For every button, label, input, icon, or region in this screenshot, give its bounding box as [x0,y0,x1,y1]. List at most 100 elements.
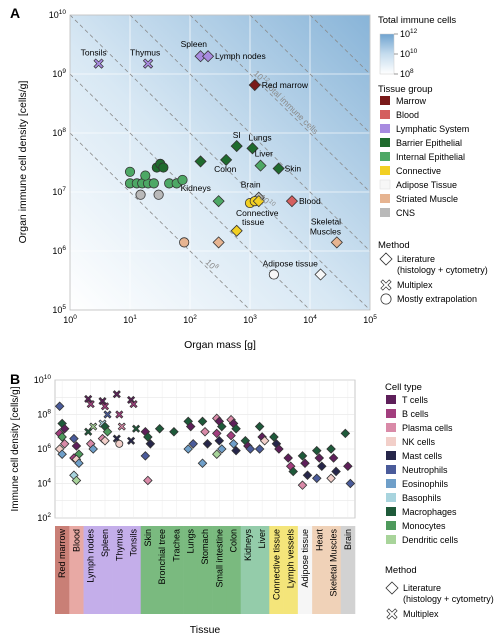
legend-marker-mostly-extrapolation [380,293,392,305]
legend-label-internal-epithelial: Internal Epithelial [396,152,465,162]
legend-swatch-internal-epithelial [380,152,390,161]
point-striated-muscle [212,236,225,249]
point-red-marrow-t-cells [59,423,70,434]
legend-swatch-plasma-cells [386,423,396,432]
tissue-label-lymph-nodes: Lymph nodes [86,529,96,583]
point-skeletal-muscles-macrophages [326,444,336,454]
x-tick-label: 103 [243,314,257,325]
point-skin [272,162,285,175]
point-label-red-marrow: Red marrow [262,80,309,90]
point-skin-neutrophils [140,451,151,461]
legend-cell-types: T cells B cells Plasma cells NK cells Mast c… [386,395,459,545]
legend-methods-a: Literature(histology + cytometry) Multipl… [379,252,488,305]
x-tick-label: 104 [303,314,317,325]
point-heart-neutrophils [312,473,322,484]
tissue-label-trachea: Trachea [171,529,181,562]
legend-swatch-macrophages [386,507,396,516]
point-lymph-nodes-eosinophils [88,444,98,454]
point-spleen-t-cells [98,397,107,406]
colorbar-tick-label: 1012 [400,28,418,39]
legend-cell-title: Cell type [385,382,422,393]
panel-a-grid [70,15,370,310]
legend-tissue-groups: Marrow Blood Lymphatic System Barrier Epith… [379,96,469,218]
point-small-intestine-b-cells [212,428,222,439]
point-lymph-nodes-b-cells [86,400,95,409]
legend-label-b-cells: B cells [402,409,429,419]
point-label-liver: Liver [255,149,274,159]
point-tonsils-b-cells [129,400,138,409]
point-label-blood: Blood [299,196,321,206]
legend-label-eosinophils: Eosinophils [402,479,449,489]
point-red-marrow-neutrophils [54,401,65,412]
point-stomach-plasma-cells [200,426,210,437]
point-blood-eosinophils [74,458,84,468]
legend-swatch-adipose-tissue [379,179,391,190]
point-label-skeletal-muscles-2: Muscles [310,226,341,236]
panel-b-grid [55,379,355,519]
legend-label-monocytes: Monocytes [402,521,446,531]
tissue-label-thymus: Thymus [114,529,124,562]
tissue-strip: Red marrow Blood Lymph nodes Spleen Thymus To… [55,526,356,614]
tissue-band-brain [340,526,356,614]
legend-swatch-eosinophils [386,479,396,488]
tissue-band-kidneys [240,526,256,614]
point-blood-t-cells [71,441,82,451]
legend-swatch-striated-muscle [380,194,390,203]
legend-methods-b: Literature(histology + cytometry) Multipl… [385,581,494,620]
point-colon-b-cells [226,430,236,441]
point-skeletal-muscles-nk-cells [326,473,336,484]
legend-label-cns: CNS [396,208,415,218]
tissue-band-skeletal-muscles [326,526,342,614]
point-red-marrow-plasma-cells [59,439,70,449]
point-lymph-vessels-t-cells [283,453,293,463]
point-label-spleen: Spleen [181,39,208,49]
legend-label-blood: Blood [396,110,419,120]
point-brain-neutrophils [345,478,356,489]
point-small-intestine-macrophages [217,421,227,432]
x-tick-label: 102 [183,314,197,325]
legend-group-title: Tissue group [378,84,433,95]
point-stomach-mast-cells [202,439,213,449]
b-y-tick-label: 102 [37,512,51,523]
point-lungs [246,142,259,155]
legend-label-mast-cells: Mast cells [402,451,443,461]
point-skeletal-muscles-t-cells [328,453,339,463]
tissue-band-thymus [112,526,127,614]
b-y-tick-label: 1010 [34,374,52,385]
point-thymus [142,58,154,69]
point-label-connective-tissue-2: tissue [242,217,264,227]
legend-swatch-marrow [380,96,390,105]
isoline-14 [309,15,370,75]
point-skin-plasma-cells [143,475,153,486]
tissue-band-connective-tissue [269,526,284,614]
legend-label-plasma-cells: Plasma cells [402,423,453,433]
point-label-connective-tissue: Connective [236,208,279,218]
tissue-band-blood [69,526,84,614]
tissue-band-skin [140,526,156,614]
panel-a-letter: A [10,5,20,21]
point-internal-epithelial [140,170,151,181]
point-thymus-b-cells [115,410,124,419]
legend-swatch-mast-cells [386,451,396,460]
tissue-band-liver [255,526,270,614]
point-small-intestine-mast-cells [214,436,225,446]
colorbar-ticks: 1012 1010 108 [394,28,418,79]
legend-marker-literature [385,581,399,595]
point-label-skin: Skin [285,164,302,174]
point-spleen-b-cells [100,402,110,411]
tissue-label-small-intestine: Small intestine [214,529,224,588]
point-internal-epithelial [148,178,159,189]
legend-swatch-dendritic-cells [386,535,396,544]
tissue-label-adipose-tissue: Adipose tissue [300,529,310,588]
point-red-marrow [248,78,261,92]
legend-method-label-multiplex: Multiplex [403,609,439,619]
panel-b-letter: B [10,371,20,387]
point-red-marrow-monocytes [57,432,67,442]
b-y-tick-label: 108 [37,409,51,420]
y-tick-label: 108 [52,127,66,138]
legend-marker-multiplex [380,279,392,291]
colorbar-title: Total immune cells [378,15,456,26]
isoline-13 [249,15,370,134]
legend-method-sublabel-literature: (histology + cytometry) [397,265,488,275]
colorbar-tick-label: 108 [400,68,414,79]
